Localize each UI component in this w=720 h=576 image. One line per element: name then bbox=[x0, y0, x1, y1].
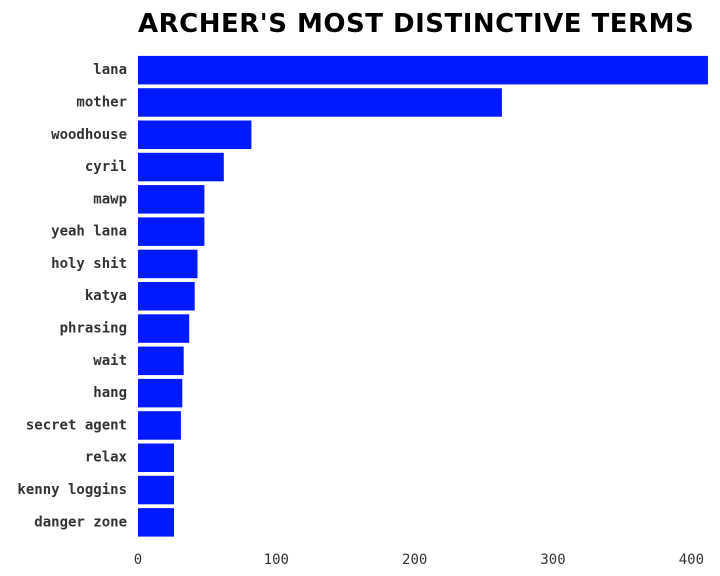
bar-wait bbox=[138, 346, 184, 376]
bar-katya bbox=[138, 282, 195, 311]
x-tick-label-0: 0 bbox=[134, 552, 142, 568]
category-label-kenny-loggins: kenny loggins bbox=[17, 482, 127, 498]
x-tick-label-400: 400 bbox=[679, 552, 704, 568]
bar-lana bbox=[138, 55, 708, 85]
bar-relax bbox=[138, 443, 174, 472]
category-label-katya: katya bbox=[85, 288, 127, 304]
x-tick-label-200: 200 bbox=[402, 552, 427, 568]
category-label-woodhouse: woodhouse bbox=[51, 127, 127, 143]
category-label-phrasing: phrasing bbox=[60, 321, 127, 337]
category-label-mawp: mawp bbox=[93, 191, 127, 207]
bar-secret-agent bbox=[138, 411, 181, 440]
bar-phrasing bbox=[138, 314, 190, 343]
chart-title: Archer's most distinctive terms bbox=[138, 9, 694, 39]
bar-hang bbox=[138, 378, 183, 408]
bar-mother bbox=[138, 88, 502, 117]
x-tick-label-100: 100 bbox=[264, 552, 289, 568]
x-tick-label-300: 300 bbox=[540, 552, 565, 568]
bar-kenny-loggins bbox=[138, 475, 174, 505]
x-axis-ticks: 0 100 200 300 400 bbox=[134, 552, 704, 568]
category-label-cyril: cyril bbox=[85, 159, 127, 175]
bars-group bbox=[138, 55, 708, 537]
bar-woodhouse bbox=[138, 120, 252, 149]
category-label-relax: relax bbox=[85, 450, 128, 466]
category-label-lana: lana bbox=[93, 62, 127, 78]
bar-mawp bbox=[138, 185, 205, 214]
category-labels: lana mother woodhouse cyril mawp yeah lana hol… bbox=[17, 62, 127, 530]
bar-cyril bbox=[138, 152, 224, 182]
category-label-wait: wait bbox=[93, 353, 127, 369]
category-label-yeah-lana: yeah lana bbox=[51, 224, 127, 240]
bar-holy-shit bbox=[138, 249, 198, 279]
bar-yeah-lana bbox=[138, 217, 205, 246]
category-label-mother: mother bbox=[76, 94, 127, 110]
category-label-hang: hang bbox=[93, 385, 127, 401]
category-label-secret-agent: secret agent bbox=[26, 417, 127, 433]
category-label-holy-shit: holy shit bbox=[51, 256, 127, 272]
category-label-danger-zone: danger zone bbox=[34, 514, 127, 530]
bar-danger-zone bbox=[138, 508, 174, 537]
